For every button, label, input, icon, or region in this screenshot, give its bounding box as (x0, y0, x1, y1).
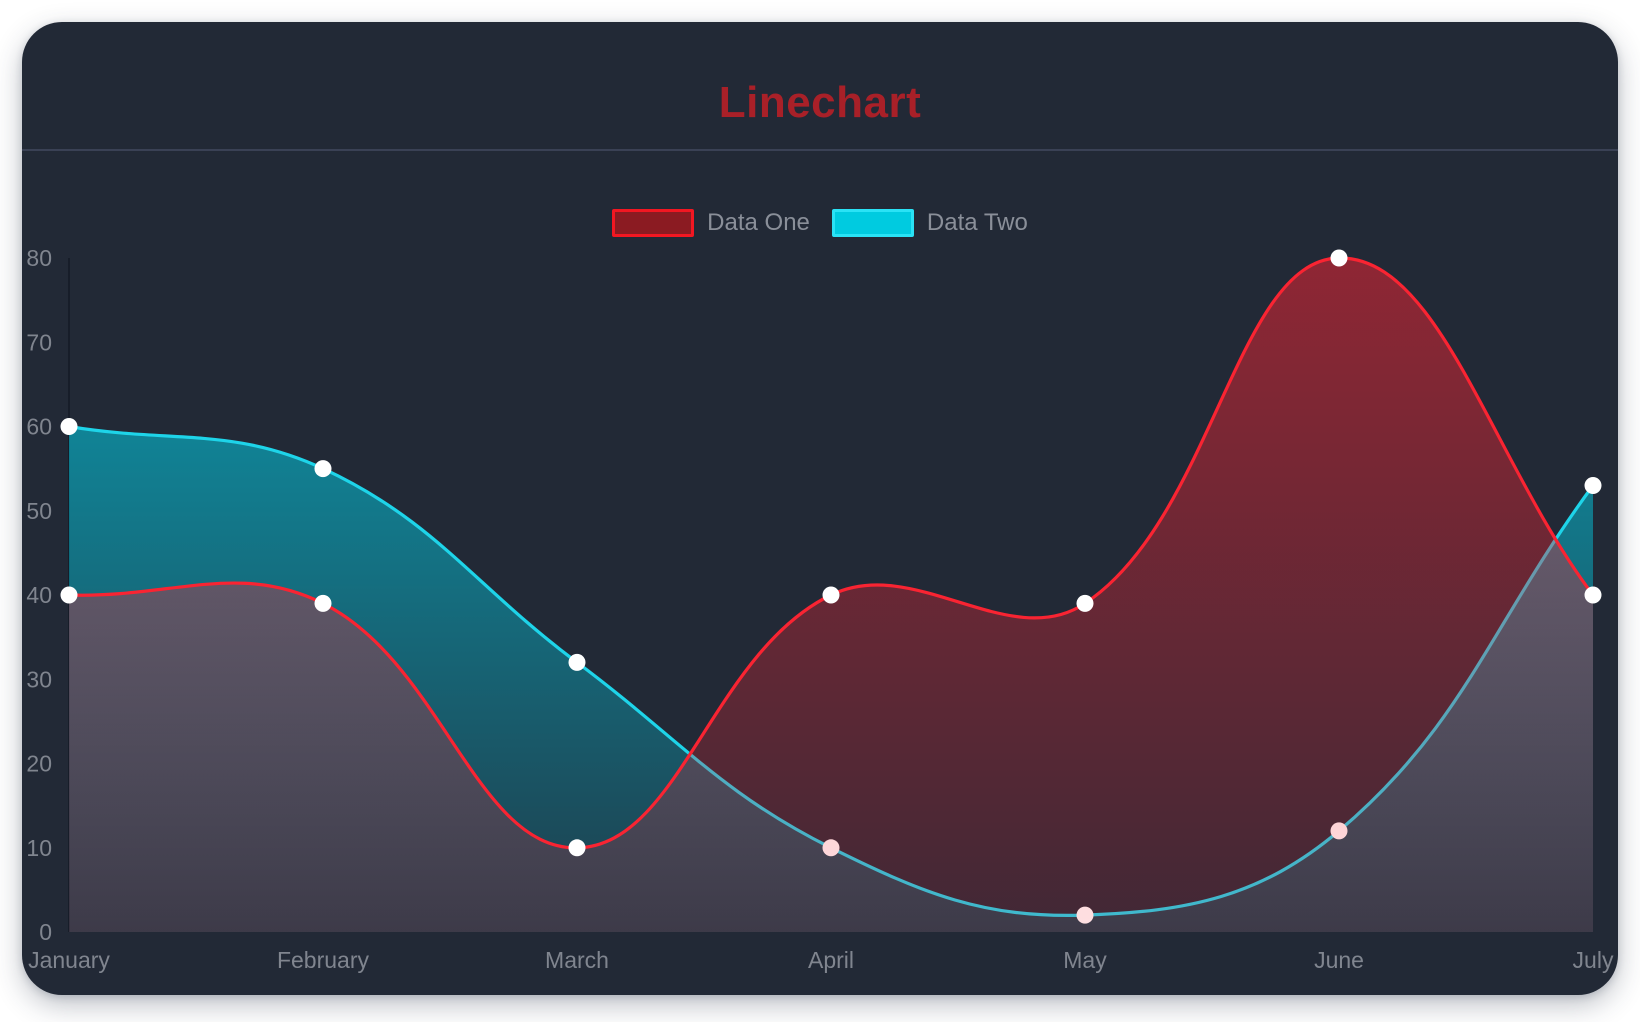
x-tick-label-june: June (1314, 947, 1364, 973)
data-point-data-two-july[interactable] (1584, 477, 1602, 494)
y-tick-label-0: 0 (39, 919, 52, 945)
y-tick-label-40: 40 (26, 582, 52, 608)
y-tick-label-70: 70 (26, 329, 52, 355)
x-tick-label-july: July (1573, 947, 1614, 973)
legend-swatch-data-two (831, 209, 914, 237)
data-point-data-one-april[interactable] (822, 586, 840, 604)
data-point-data-one-february[interactable] (314, 594, 332, 612)
data-point-data-one-march[interactable] (568, 839, 586, 857)
x-tick-label-february: February (277, 947, 370, 973)
x-tick-label-march: March (545, 947, 609, 973)
x-tick-label-january: January (28, 947, 110, 973)
data-point-data-one-june[interactable] (1330, 249, 1348, 267)
title-divider (22, 149, 1618, 151)
data-point-data-two-february[interactable] (314, 460, 332, 478)
series-line-data-one (67, 256, 1595, 850)
chart-title: Linechart (718, 78, 922, 127)
legend: Data One Data Two (22, 209, 1618, 237)
legend-swatch-data-one (612, 209, 695, 237)
y-tick-label-80: 80 (26, 245, 52, 271)
legend-item-data-one[interactable]: Data One (612, 209, 810, 237)
data-point-data-one-may[interactable] (1076, 594, 1094, 612)
y-tick-label-60: 60 (26, 414, 52, 440)
data-point-data-two-january[interactable] (60, 418, 78, 435)
x-tick-label-may: May (1063, 947, 1107, 973)
data-point-data-one-july[interactable] (1584, 586, 1602, 604)
data-point-data-two-march[interactable] (568, 653, 586, 671)
legend-item-data-two[interactable]: Data Two (831, 209, 1028, 237)
x-tick-label-april: April (808, 947, 854, 973)
y-tick-label-10: 10 (26, 835, 52, 861)
y-tick-label-20: 20 (26, 751, 52, 777)
y-tick-label-30: 30 (26, 666, 52, 692)
data-point-data-one-january[interactable] (60, 586, 78, 604)
legend-label-data-one: Data One (707, 209, 810, 236)
legend-label-data-two: Data Two (926, 209, 1028, 236)
series-area-data-one (69, 257, 1593, 932)
y-tick-label-50: 50 (26, 498, 52, 524)
